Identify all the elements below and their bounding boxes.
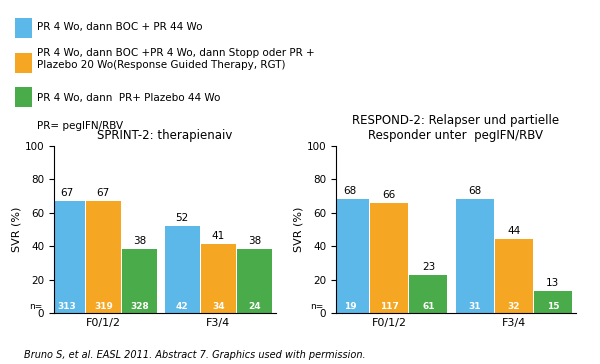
Text: 66: 66 bbox=[383, 190, 396, 199]
Text: 67: 67 bbox=[97, 188, 110, 198]
Bar bbox=[122, 249, 157, 313]
Text: n=: n= bbox=[29, 301, 43, 310]
Text: 42: 42 bbox=[176, 301, 188, 310]
Text: 313: 313 bbox=[58, 301, 77, 310]
Text: 38: 38 bbox=[133, 236, 146, 246]
Text: PR 4 Wo, dann  PR+ Plazebo 44 Wo: PR 4 Wo, dann PR+ Plazebo 44 Wo bbox=[37, 92, 221, 103]
Text: 31: 31 bbox=[469, 301, 481, 310]
Text: 34: 34 bbox=[212, 301, 225, 310]
Bar bbox=[534, 291, 572, 313]
Text: Bruno S, et al. EASL 2011. Abstract 7. Graphics used with permission.: Bruno S, et al. EASL 2011. Abstract 7. G… bbox=[24, 351, 365, 360]
Text: 24: 24 bbox=[248, 301, 261, 310]
Bar bbox=[331, 199, 369, 313]
Text: 68: 68 bbox=[468, 186, 481, 196]
Text: n=: n= bbox=[310, 301, 323, 310]
Text: 13: 13 bbox=[546, 278, 560, 288]
Bar bbox=[495, 240, 533, 313]
Text: 319: 319 bbox=[94, 301, 113, 310]
Text: 117: 117 bbox=[380, 301, 399, 310]
Y-axis label: SVR (%): SVR (%) bbox=[294, 207, 304, 252]
Title: RESPOND-2: Relapser und partielle
Responder unter  pegIFN/RBV: RESPOND-2: Relapser und partielle Respon… bbox=[352, 114, 560, 142]
Text: 68: 68 bbox=[344, 186, 357, 196]
Bar bbox=[50, 201, 85, 313]
Text: 67: 67 bbox=[61, 188, 74, 198]
Text: 15: 15 bbox=[547, 301, 559, 310]
Text: PR 4 Wo, dann BOC + PR 44 Wo: PR 4 Wo, dann BOC + PR 44 Wo bbox=[37, 22, 203, 32]
Text: 41: 41 bbox=[212, 232, 225, 241]
Text: 23: 23 bbox=[422, 261, 435, 272]
Text: 44: 44 bbox=[507, 226, 520, 236]
Bar bbox=[455, 199, 494, 313]
Text: PR= pegIFN/RBV: PR= pegIFN/RBV bbox=[37, 120, 124, 131]
Text: 328: 328 bbox=[130, 301, 149, 310]
Text: 61: 61 bbox=[422, 301, 434, 310]
Title: SPRINT-2: therapienaiv: SPRINT-2: therapienaiv bbox=[97, 128, 233, 142]
Text: 38: 38 bbox=[248, 236, 261, 246]
Bar bbox=[409, 274, 448, 313]
Y-axis label: SVR (%): SVR (%) bbox=[12, 207, 22, 252]
Bar bbox=[237, 249, 272, 313]
Bar bbox=[86, 201, 121, 313]
Bar bbox=[165, 226, 200, 313]
Bar bbox=[201, 244, 236, 313]
Bar bbox=[370, 202, 409, 313]
Text: 52: 52 bbox=[176, 213, 189, 223]
Text: 32: 32 bbox=[508, 301, 520, 310]
Text: 19: 19 bbox=[344, 301, 356, 310]
Text: PR 4 Wo, dann BOC +PR 4 Wo, dann Stopp oder PR +
Plazebo 20 Wo(Response Guided T: PR 4 Wo, dann BOC +PR 4 Wo, dann Stopp o… bbox=[37, 48, 315, 70]
